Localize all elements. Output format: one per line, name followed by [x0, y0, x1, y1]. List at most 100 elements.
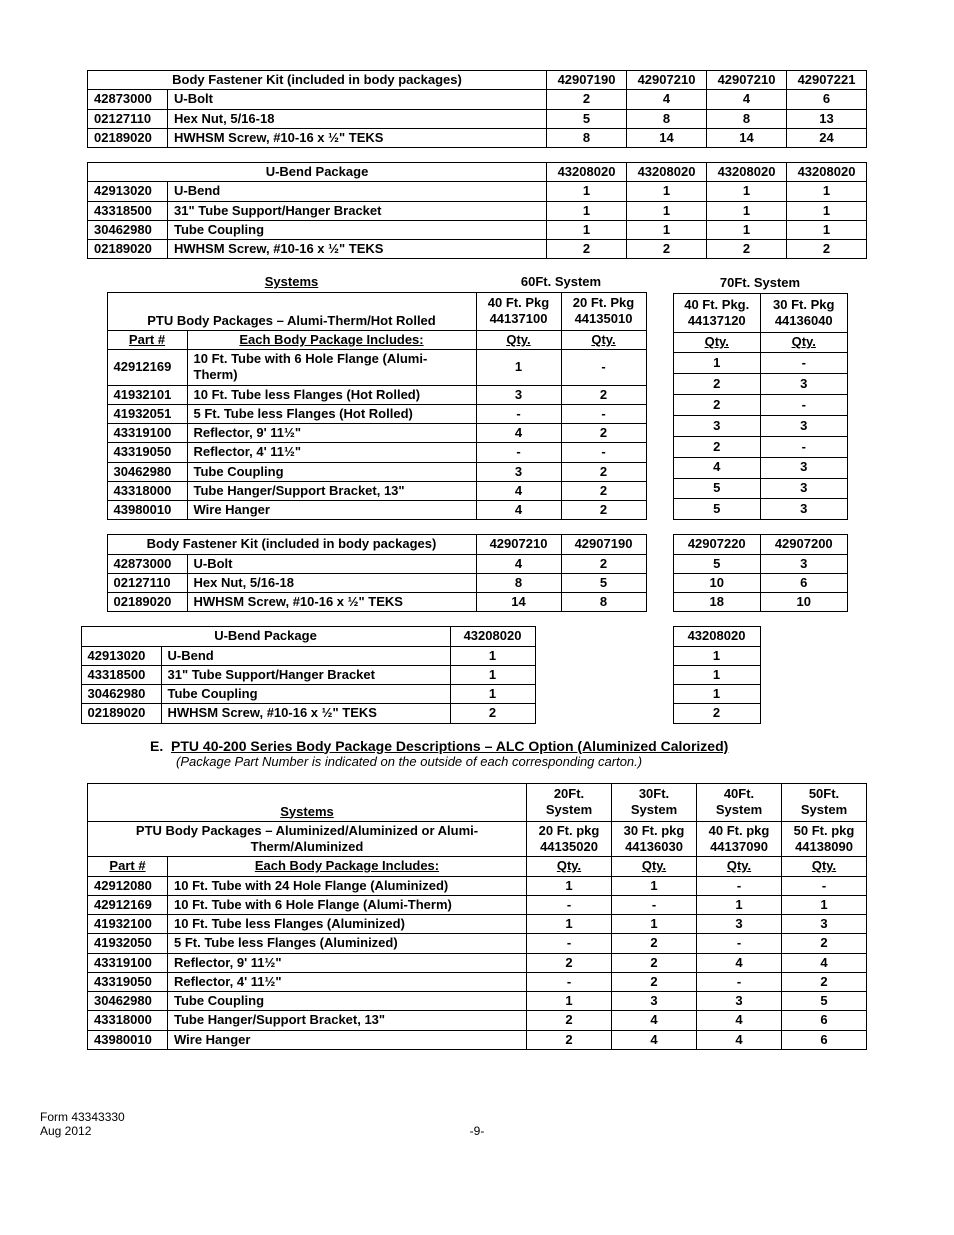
table-cell: Hex Nut, 5/16-18 — [168, 109, 547, 128]
t1-code-1: 42907210 — [627, 71, 707, 90]
table-cell: 2 — [612, 953, 697, 972]
table-cell: 13 — [787, 109, 867, 128]
table-cell: 1 — [450, 685, 535, 704]
table-cell: 2 — [561, 554, 646, 573]
table-cell: 10 — [760, 593, 847, 612]
table-cell: 2 — [561, 501, 646, 520]
t3-colR-h1: 40 Ft. Pkg. — [684, 297, 749, 312]
table-row: 4193210010 Ft. Tube less Flanges (Alumin… — [88, 915, 867, 934]
table-cell: 2 — [787, 240, 867, 259]
t3-qty-r1: Qty. — [673, 332, 760, 353]
table-row: 106 — [673, 573, 847, 592]
table-cell: 1 — [527, 876, 612, 895]
table-cell: 2 — [673, 436, 760, 457]
table-cell: 1 — [673, 665, 760, 684]
table-cell: 4 — [782, 953, 867, 972]
table-cell: 5 — [782, 992, 867, 1011]
table-cell: 8 — [707, 109, 787, 128]
table-cell: 41932101 — [107, 385, 187, 404]
table-cell: Hex Nut, 5/16-18 — [187, 573, 476, 592]
table-cell: - — [476, 404, 561, 423]
t6-qty-3: Qty. — [782, 857, 867, 876]
table-cell: 1 — [707, 201, 787, 220]
table-cell: 2 — [450, 704, 535, 723]
t6-pkg3-h2: 44138090 — [795, 839, 853, 854]
table-ptu-body-alc: Systems 20Ft. System 30Ft. System 40Ft. … — [87, 783, 867, 1050]
t2-code-0: 43208020 — [547, 163, 627, 182]
t3-colL-h1: 40 Ft. Pkg — [488, 295, 549, 310]
split-fastener-2: Body Fastener Kit (included in body pack… — [40, 534, 914, 612]
table-cell: 31" Tube Support/Hanger Bracket — [161, 665, 450, 684]
table-body-fastener-kit-2-left: Body Fastener Kit (included in body pack… — [107, 534, 647, 612]
table-cell: 43318500 — [88, 201, 168, 220]
table-cell: 3 — [476, 385, 561, 404]
table-cell: 1 — [547, 220, 627, 239]
table-cell: 5 — [561, 573, 646, 592]
table-cell: 2 — [782, 972, 867, 991]
t6-pkg2-h2: 44137090 — [710, 839, 768, 854]
table-cell: 41932051 — [107, 404, 187, 423]
table-cell: 5 — [673, 554, 760, 573]
table-row: 02127110Hex Nut, 5/16-1885 — [107, 573, 646, 592]
table-cell: 43980010 — [88, 1030, 168, 1049]
table-cell: - — [476, 443, 561, 462]
table-cell: 1 — [673, 646, 760, 665]
table-cell: 42912169 — [88, 895, 168, 914]
table-cell: 1 — [697, 895, 782, 914]
table-cell: 4 — [476, 481, 561, 500]
table-row: 02189020HWHSM Screw, #10-16 x ½" TEKS2 — [81, 704, 535, 723]
table-row: 42913020U-Bend1 — [81, 646, 535, 665]
table-cell: Wire Hanger — [168, 1030, 527, 1049]
page-container: Body Fastener Kit (included in body pack… — [40, 70, 914, 1138]
footer-form: Form 43343330 — [40, 1110, 914, 1124]
table-row: 43 — [673, 457, 847, 478]
table-body-fastener-kit-2-right: 42907220 42907200 531061810 — [673, 534, 848, 612]
table-row: 30462980Tube Coupling1111 — [88, 220, 867, 239]
table-row: 43318000Tube Hanger/Support Bracket, 13"… — [107, 481, 646, 500]
t3-systems-label: Systems — [265, 274, 318, 289]
table-cell: 43319050 — [88, 972, 168, 991]
table-cell: - — [561, 404, 646, 423]
table-cell: 31" Tube Support/Hanger Bracket — [168, 201, 547, 220]
table-cell: 3 — [760, 457, 847, 478]
table-cell: U-Bolt — [187, 554, 476, 573]
t6-sys-2: 40Ft. System — [697, 783, 782, 821]
table-cell: 1 — [527, 992, 612, 1011]
table-cell: 6 — [787, 90, 867, 109]
table-row: 02189020HWHSM Screw, #10-16 x ½" TEKS222… — [88, 240, 867, 259]
table-ubend-package-2-left: U-Bend Package 43208020 42913020U-Bend14… — [81, 626, 536, 723]
table-row: 43319100Reflector, 9' 11½"2244 — [88, 953, 867, 972]
section-e-letter: E. — [150, 738, 163, 754]
t1-code-3: 42907221 — [787, 71, 867, 90]
table-cell: 3 — [760, 554, 847, 573]
t5-codeL: 43208020 — [450, 627, 535, 646]
t4-codeL-1: 42907190 — [561, 535, 646, 554]
table-cell: - — [782, 876, 867, 895]
section-e-title: PTU 40-200 Series Body Package Descripti… — [171, 738, 728, 754]
split-systems-1: Systems 60Ft. System PTU Body Packages –… — [40, 273, 914, 520]
table-cell: 2 — [612, 934, 697, 953]
table-row: 42873000U-Bolt2446 — [88, 90, 867, 109]
table-cell: 1 — [787, 201, 867, 220]
t3-qty-l2: Qty. — [561, 330, 646, 349]
t1-code-0: 42907190 — [547, 71, 627, 90]
table-cell: 30462980 — [88, 220, 168, 239]
table-cell: 2 — [612, 972, 697, 991]
table-cell: 43318500 — [81, 665, 161, 684]
table-cell: 42913020 — [88, 182, 168, 201]
footer-page: -9- — [470, 1124, 485, 1138]
table-cell: 10 Ft. Tube with 6 Hole Flange (Alumi-Th… — [187, 350, 476, 386]
table-cell: Reflector, 9' 11½" — [187, 424, 476, 443]
split-ubend-2: U-Bend Package 43208020 42913020U-Bend14… — [40, 626, 914, 723]
table-cell: Reflector, 9' 11½" — [168, 953, 527, 972]
table-cell: U-Bend — [168, 182, 547, 201]
table-cell: 02189020 — [88, 128, 168, 147]
table-cell: 41932100 — [88, 915, 168, 934]
table-cell: 30462980 — [88, 992, 168, 1011]
table-cell: HWHSM Screw, #10-16 x ½" TEKS — [161, 704, 450, 723]
table-cell: 42912080 — [88, 876, 168, 895]
table-cell: 3 — [760, 499, 847, 520]
table-cell: - — [760, 395, 847, 416]
t2-code-2: 43208020 — [707, 163, 787, 182]
table-cell: 4 — [627, 90, 707, 109]
